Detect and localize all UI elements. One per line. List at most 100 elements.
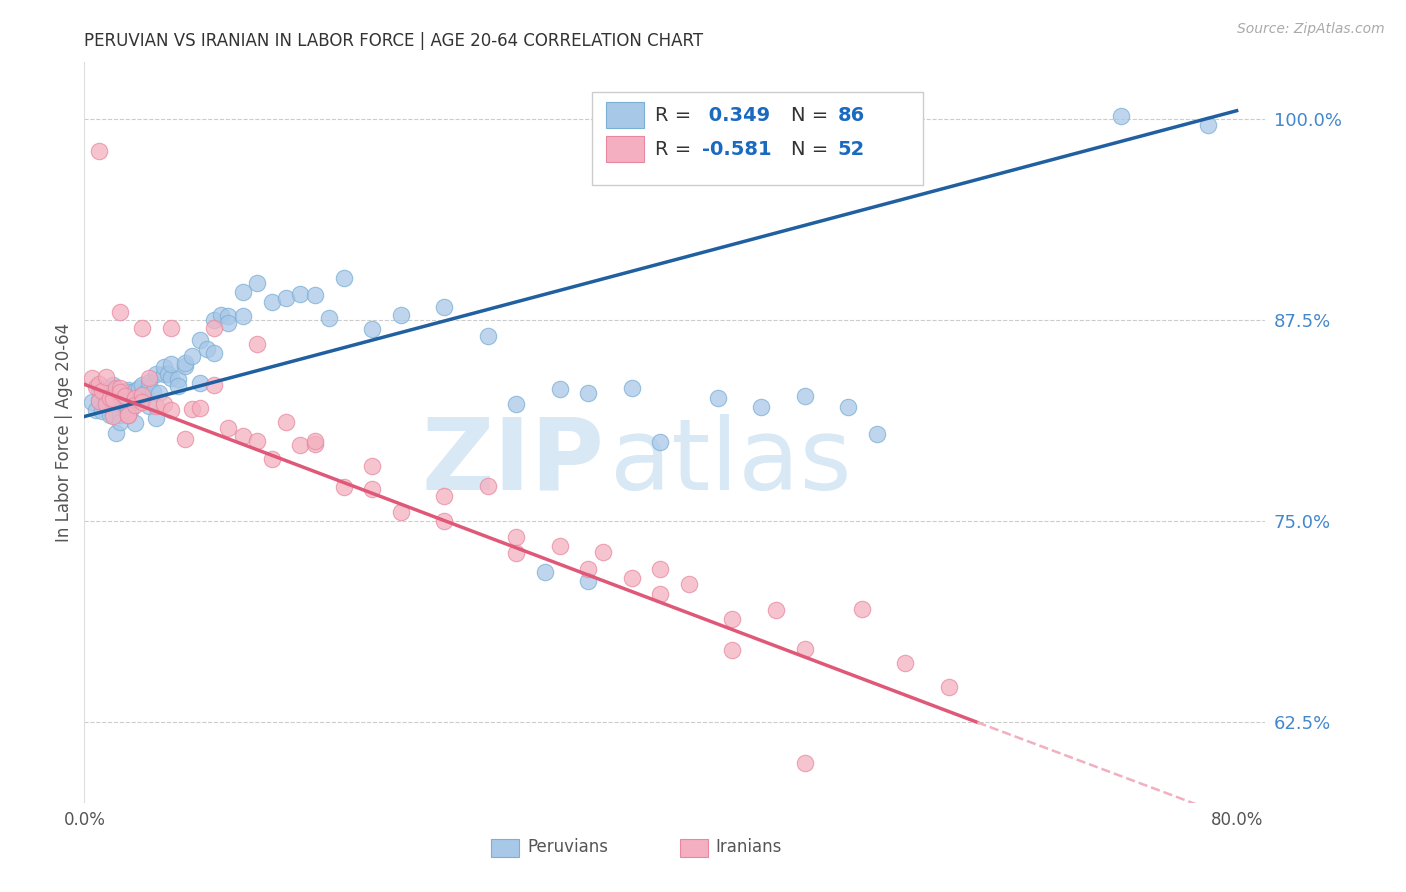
Point [148, 386, 170, 401]
Point [152, 367, 174, 381]
Text: Iranians: Iranians [716, 838, 782, 856]
Point [145, 399, 167, 413]
Point [128, 380, 150, 394]
Point [117, 403, 139, 417]
Point [332, 271, 354, 285]
Point [548, 382, 571, 396]
Point [304, 288, 326, 302]
Point [188, 376, 211, 390]
Point [650, 435, 672, 450]
Point [894, 656, 917, 670]
Point [232, 285, 254, 299]
Point [105, 426, 128, 441]
Text: Peruvians: Peruvians [527, 838, 609, 856]
Text: 0.349: 0.349 [702, 105, 770, 125]
Point [110, 305, 132, 319]
Point [131, 389, 153, 403]
Point [181, 349, 204, 363]
Point [167, 372, 190, 386]
Text: R =: R = [655, 105, 697, 125]
Point [1197, 119, 1219, 133]
Point [101, 408, 124, 422]
Point [90, 384, 112, 398]
Point [765, 603, 787, 617]
Point [114, 397, 136, 411]
Point [117, 383, 139, 397]
Point [217, 316, 239, 330]
Point [131, 377, 153, 392]
Point [110, 385, 132, 400]
Point [793, 389, 815, 403]
Text: 52: 52 [838, 139, 865, 159]
Point [131, 388, 153, 402]
Point [793, 756, 815, 770]
Point [477, 479, 499, 493]
Point [361, 482, 384, 496]
Point [152, 359, 174, 374]
Point [124, 384, 146, 398]
Point [433, 489, 456, 503]
Point [318, 310, 340, 325]
Point [80, 370, 103, 384]
Point [156, 367, 179, 381]
Point [721, 612, 744, 626]
Point [938, 680, 960, 694]
Point [94, 381, 117, 395]
Point [117, 404, 139, 418]
Point [124, 392, 146, 407]
Point [94, 397, 117, 411]
Text: atlas: atlas [610, 414, 852, 511]
Point [117, 408, 139, 422]
Point [145, 410, 167, 425]
Y-axis label: In Labor Force | Age 20-64: In Labor Force | Age 20-64 [55, 323, 73, 542]
Point [232, 309, 254, 323]
Point [433, 514, 456, 528]
Point [159, 371, 181, 385]
Point [138, 399, 160, 413]
Point [202, 321, 225, 335]
Point [138, 371, 160, 385]
Point [304, 437, 326, 451]
Point [101, 378, 124, 392]
Point [134, 385, 156, 400]
Point [578, 562, 600, 576]
Point [578, 574, 600, 588]
Point [114, 389, 136, 403]
Point [678, 577, 700, 591]
Point [87, 382, 110, 396]
Point [209, 308, 232, 322]
Point [246, 277, 269, 291]
FancyBboxPatch shape [606, 103, 644, 128]
Point [1111, 109, 1133, 123]
Point [304, 434, 326, 448]
Point [851, 602, 873, 616]
Point [246, 337, 269, 351]
Point [87, 377, 110, 392]
Point [174, 359, 197, 373]
Point [181, 401, 204, 416]
Point [650, 562, 672, 576]
Text: N =: N = [790, 105, 834, 125]
Point [477, 329, 499, 343]
Point [110, 381, 132, 395]
Point [707, 391, 730, 405]
Point [94, 369, 117, 384]
Text: Source: ZipAtlas.com: Source: ZipAtlas.com [1237, 22, 1385, 37]
Point [232, 429, 254, 443]
Point [117, 409, 139, 423]
Point [94, 392, 117, 406]
Point [260, 295, 283, 310]
Point [145, 367, 167, 381]
Point [620, 381, 643, 395]
Point [274, 415, 297, 429]
Point [290, 287, 312, 301]
Point [159, 357, 181, 371]
Point [84, 380, 107, 394]
Point [548, 540, 571, 554]
Point [793, 641, 815, 656]
Point [202, 378, 225, 392]
Point [87, 393, 110, 408]
Point [332, 481, 354, 495]
Point [131, 393, 153, 408]
Text: -0.581: -0.581 [702, 139, 772, 159]
